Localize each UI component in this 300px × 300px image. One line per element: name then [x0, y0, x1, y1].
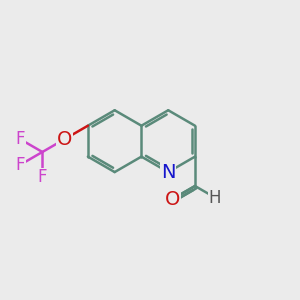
Text: F: F	[16, 156, 25, 174]
Text: O: O	[57, 130, 72, 149]
Text: F: F	[38, 168, 47, 186]
Text: O: O	[164, 190, 180, 208]
Text: F: F	[16, 130, 25, 148]
Text: N: N	[161, 163, 176, 182]
Text: H: H	[209, 189, 221, 207]
